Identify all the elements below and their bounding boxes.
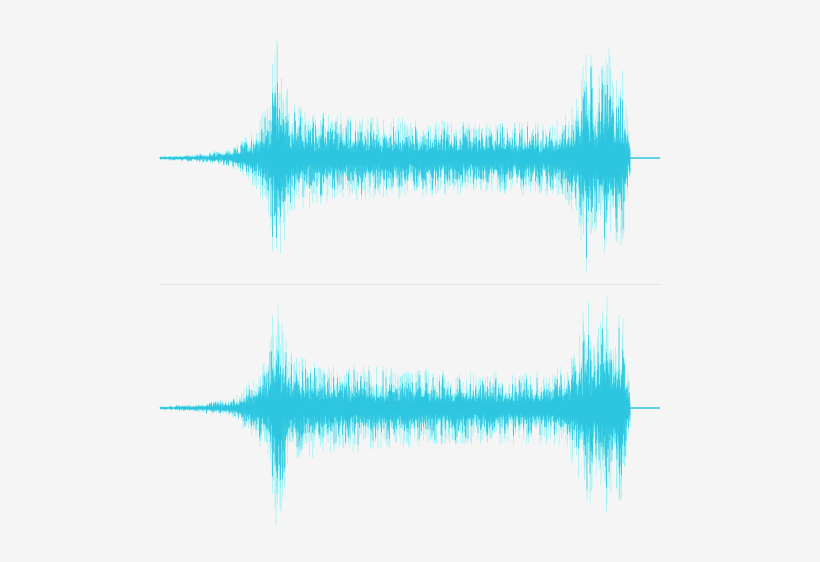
waveform-left-primary: [159, 66, 631, 258]
channel-right: [159, 296, 660, 525]
channel-left: [159, 40, 660, 271]
